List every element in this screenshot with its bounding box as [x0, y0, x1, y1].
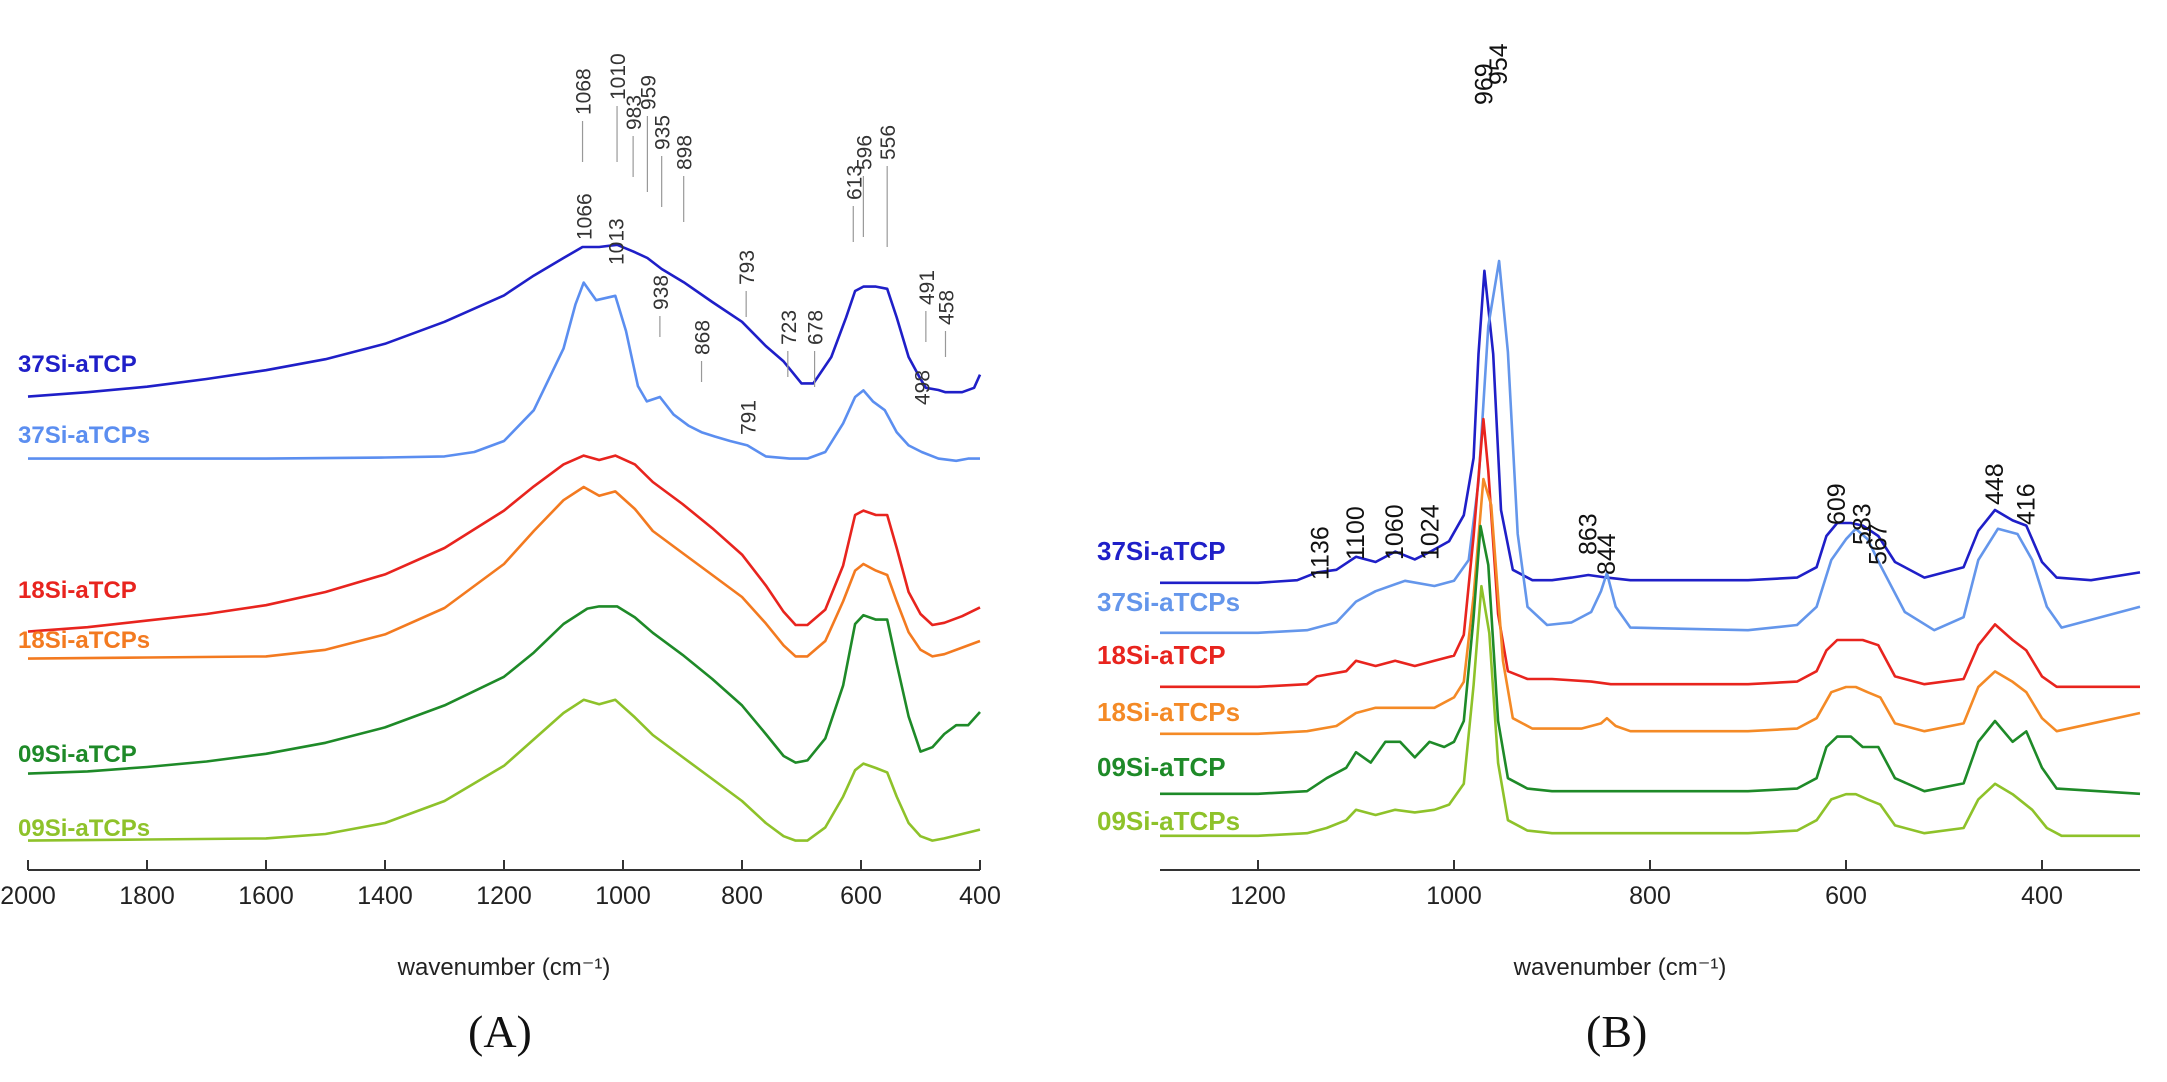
series-line-09Si-aTCPs: [1160, 584, 2140, 838]
peak-label: 983: [623, 95, 646, 130]
series-line-09Si-aTCP: [1160, 524, 2141, 796]
peak-label: 791: [737, 400, 760, 435]
panel-a-xlabel: wavenumber (cm⁻¹): [397, 954, 611, 981]
peak-label: 969: [1470, 63, 1498, 105]
peak-label: 609: [1823, 483, 1851, 525]
peak-label: 1010: [607, 53, 630, 100]
peak-label: 498: [912, 370, 935, 405]
panel-b-series-labels: 37Si-aTCP 37Si-aTCPs 18Si-aTCP 18Si-aTCPs 09…: [1097, 536, 1240, 836]
peak-label: 723: [778, 310, 801, 345]
peak-label: 1136: [1307, 526, 1335, 580]
peak-label: 868: [692, 320, 715, 355]
series-line-18Si-aTCP: [1160, 417, 2140, 689]
peak-label: 613: [843, 165, 866, 200]
x-tick-label: 400: [959, 882, 1001, 910]
series-line-18Si-aTCP: [27, 454, 981, 633]
series-label-18Si-aTCPs: 18Si-aTCPs: [1097, 697, 1240, 727]
panel-b-label: (B): [1586, 1006, 1648, 1057]
series-label-37Si-aTCP: 37Si-aTCP: [1097, 536, 1226, 566]
panel-a-series: [27, 243, 982, 842]
peak-label: 678: [805, 310, 828, 345]
x-tick-label: 1600: [238, 882, 294, 910]
peak-label: 898: [674, 135, 697, 170]
peak-label: 935: [652, 115, 675, 150]
series-line-37Si-aTCP: [27, 243, 982, 398]
series-line-18Si-aTCPs: [27, 485, 981, 660]
x-tick-label: 600: [840, 882, 882, 910]
series-label-18Si-aTCPs: 18Si-aTCPs: [18, 627, 150, 654]
peak-label: 448: [1981, 463, 2009, 505]
series-label-09Si-aTCPs: 09Si-aTCPs: [1097, 806, 1240, 836]
x-tick-label: 600: [1825, 882, 1867, 910]
series-label-37Si-aTCPs: 37Si-aTCPs: [18, 422, 150, 449]
peak-label: 1013: [605, 218, 628, 265]
series-line-37Si-aTCPs: [1160, 259, 2141, 635]
peak-label: 793: [736, 250, 759, 285]
series-label-37Si-aTCPs: 37Si-aTCPs: [1097, 587, 1240, 617]
panel-a-label: (A): [468, 1006, 532, 1057]
series-label-18Si-aTCP: 18Si-aTCP: [18, 577, 137, 604]
series-line-37Si-aTCPs: [28, 281, 980, 463]
series-line-09Si-aTCP: [27, 605, 981, 775]
series-label-18Si-aTCP: 18Si-aTCP: [1097, 640, 1226, 670]
series-label-09Si-aTCP: 09Si-aTCP: [1097, 752, 1226, 782]
peak-label: 491: [916, 270, 939, 305]
x-tick-label: 800: [1629, 882, 1671, 910]
x-tick-label: 800: [721, 882, 763, 910]
series-label-09Si-aTCPs: 09Si-aTCPs: [18, 815, 150, 842]
panel-b-x-ticks: 1200 1000 800 600 400: [1230, 860, 2063, 910]
peak-label: 1024: [1417, 504, 1445, 560]
series-line-09Si-aTCPs: [27, 698, 981, 842]
series-line-18Si-aTCPs: [1160, 477, 2141, 736]
panel-a-x-ticks: 2000 1800 1600 1400 1200 1000 800 600 400: [0, 860, 1001, 910]
panel-b-xlabel: wavenumber (cm⁻¹): [1513, 954, 1727, 981]
x-tick-label: 1200: [476, 882, 532, 910]
x-tick-label: 1800: [119, 882, 175, 910]
peak-label: 416: [2012, 483, 2040, 525]
x-tick-label: 400: [2021, 882, 2063, 910]
peak-label: 959: [637, 75, 660, 110]
peak-label: 863: [1574, 513, 1602, 555]
series-label-09Si-aTCP: 09Si-aTCP: [18, 741, 137, 768]
peak-label: 458: [936, 290, 959, 325]
peak-label: 954: [1485, 43, 1513, 85]
peak-label: 567: [1864, 523, 1892, 565]
x-tick-label: 1200: [1230, 882, 1286, 910]
peak-label: 1068: [573, 68, 596, 115]
peak-label: 844: [1593, 533, 1621, 575]
x-tick-label: 1000: [1426, 882, 1482, 910]
panel-b-series: [1160, 259, 2141, 838]
x-tick-label: 2000: [0, 882, 56, 910]
panel-a-series-labels: 37Si-aTCP 37Si-aTCPs 18Si-aTCP 18Si-aTCPs 09…: [18, 351, 150, 842]
x-tick-label: 1400: [357, 882, 413, 910]
peak-label: 556: [877, 125, 900, 160]
peak-label: 596: [853, 135, 876, 170]
x-tick-label: 1000: [595, 882, 651, 910]
peak-label: 1066: [574, 193, 597, 240]
series-label-37Si-aTCP: 37Si-aTCP: [18, 351, 137, 378]
peak-label: 583: [1849, 503, 1877, 545]
peak-label: 1060: [1381, 504, 1409, 560]
peak-label: 1100: [1342, 506, 1370, 560]
peak-label: 938: [650, 275, 673, 310]
series-line-37Si-aTCP: [1160, 269, 2141, 585]
